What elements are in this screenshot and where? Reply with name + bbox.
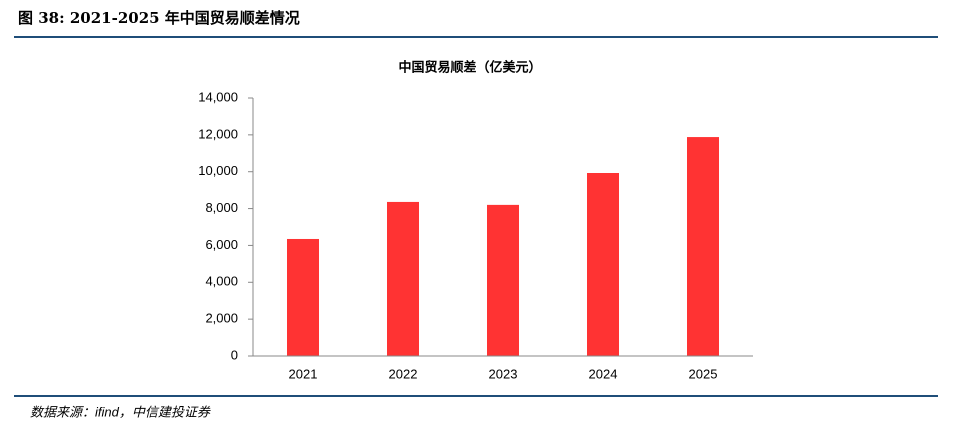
bar (687, 137, 719, 356)
y-tick-label: 6,000 (205, 237, 238, 252)
x-tick-label: 2021 (289, 366, 318, 381)
y-tick-label: 2,000 (205, 311, 238, 326)
x-tick-label: 2025 (689, 366, 718, 381)
x-tick-label: 2022 (389, 366, 418, 381)
figure-title: 图 38: 2021-2025 年中国贸易顺差情况 (18, 9, 300, 27)
y-tick-label: 12,000 (198, 126, 238, 141)
chart-title: 中国贸易顺差（亿美元） (398, 59, 541, 74)
bar (287, 238, 319, 356)
y-tick-label: 4,000 (205, 274, 238, 289)
y-tick-label: 10,000 (198, 163, 238, 178)
bar (387, 201, 419, 356)
y-tick-label: 14,000 (198, 89, 238, 104)
bar (487, 204, 519, 356)
y-tick-label: 8,000 (205, 200, 238, 215)
bar (587, 173, 619, 356)
y-tick-label: 0 (231, 347, 238, 362)
x-tick-label: 2024 (589, 366, 618, 381)
source-note: 数据来源：ifind，中信建投证券 (30, 404, 211, 419)
x-tick-label: 2023 (489, 366, 518, 381)
